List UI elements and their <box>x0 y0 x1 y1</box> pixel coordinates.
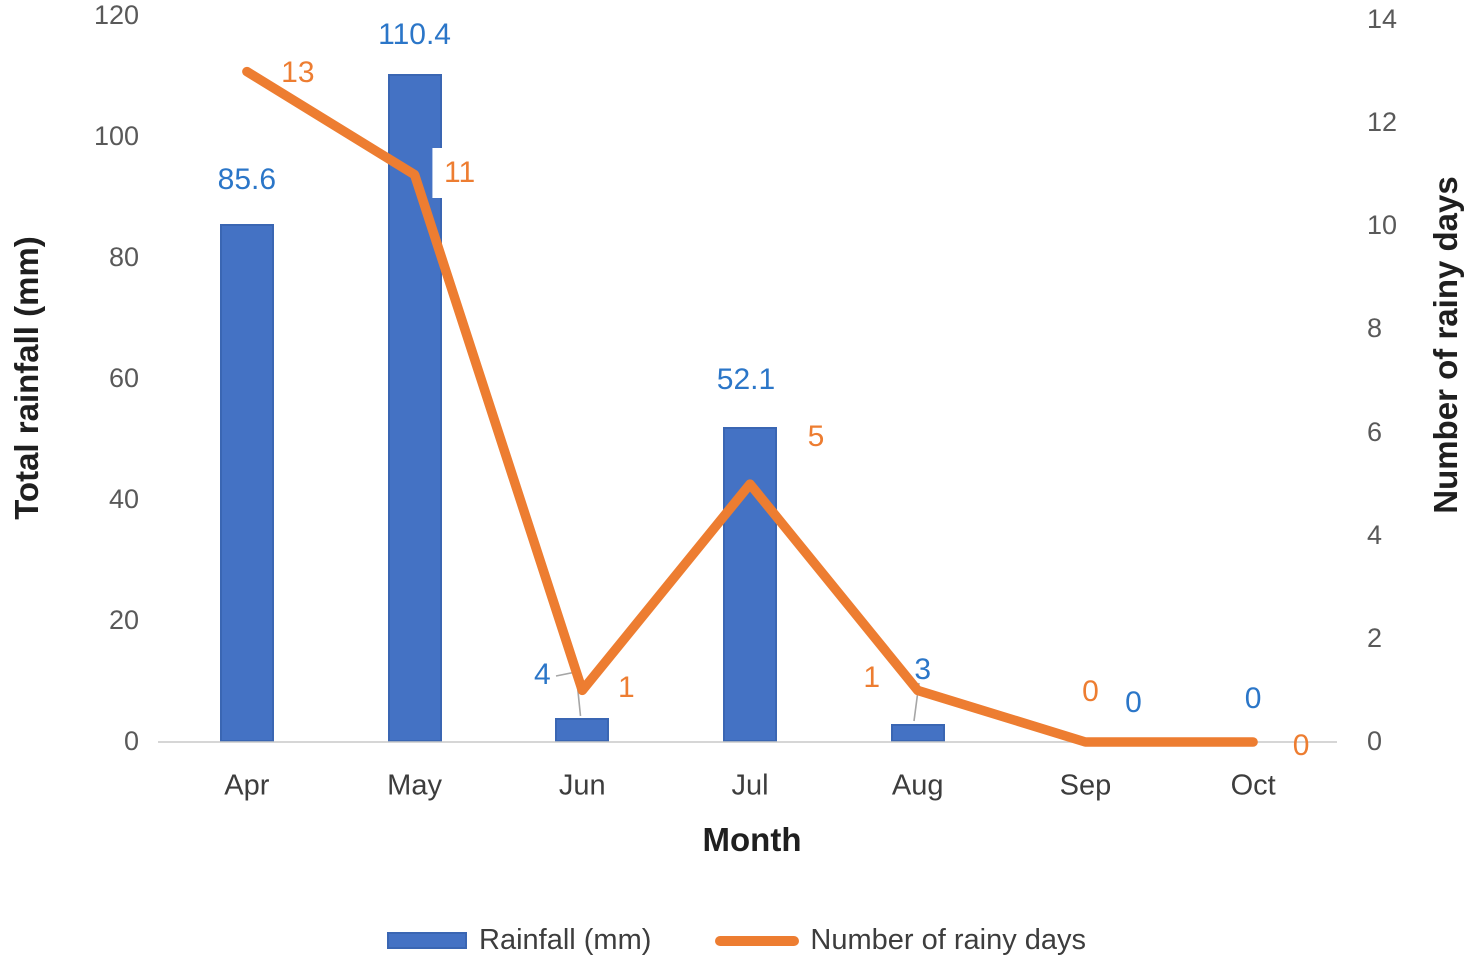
rainy-days-value-label: 0 <box>1082 675 1099 708</box>
rainfall-value-label: 85.6 <box>217 163 277 197</box>
rainfall-bar-apr <box>219 224 274 742</box>
legend-item-rainfall: Rainfall (mm) <box>387 924 651 957</box>
rainy-days-value-label: 5 <box>807 420 825 454</box>
right-axis-tick: 6 <box>1367 416 1383 447</box>
x-axis-label-apr: Apr <box>224 769 270 802</box>
rainfall-value-label: 52.1 <box>716 362 776 396</box>
x-axis-label-oct: Oct <box>1230 769 1276 802</box>
left-axis-tick: 100 <box>93 120 139 151</box>
rainy-days-value-label: 1 <box>863 661 881 695</box>
rainy-days-line <box>242 66 1258 747</box>
legend-label: Number of rainy days <box>810 924 1087 956</box>
legend-line-swatch <box>715 935 800 946</box>
rainy-days-value-label: 11 <box>431 147 488 198</box>
rainfall-bar-jun <box>555 717 610 742</box>
x-axis-label-jul: Jul <box>731 769 769 802</box>
left-axis-tick: 60 <box>108 362 139 393</box>
x-axis-label-jun: Jun <box>558 769 606 802</box>
left-axis-tick: 80 <box>108 241 139 272</box>
x-axis-label-may: May <box>387 769 442 802</box>
right-axis-tick: 14 <box>1367 3 1398 34</box>
legend-item-rainy-days: Number of rainy days <box>715 924 1086 957</box>
rainy-days-value-label: 13 <box>281 55 315 89</box>
left-axis-tick: 40 <box>108 483 139 514</box>
rainfall-value-label: 110.4 <box>378 18 451 52</box>
x-axis-title: Month <box>702 821 802 858</box>
right-axis-tick: 12 <box>1367 107 1398 138</box>
right-axis-tick: 0 <box>1367 725 1383 756</box>
legend-bar-swatch <box>387 932 467 949</box>
rainy-days-value-label: 0 <box>1292 729 1310 762</box>
rainfall-bar-jul <box>723 426 777 742</box>
left-axis-tick: 0 <box>123 725 139 756</box>
rainfall-value-label: 4 <box>533 657 551 691</box>
x-axis-label-aug: Aug <box>891 769 944 802</box>
right-axis-tick: 8 <box>1367 313 1383 344</box>
rainy-days-value-label: 1 <box>617 671 635 705</box>
rainfall-value-label: 0 <box>1125 686 1142 719</box>
rainfall-bar-aug <box>890 723 945 742</box>
rainfall-value-label: 0 <box>1244 682 1262 715</box>
legend-label: Rainfall (mm) <box>479 924 652 956</box>
right-axis-tick: 4 <box>1367 519 1383 550</box>
legend: Rainfall (mm) Number of rainy days <box>387 924 1086 957</box>
left-axis-tick: 120 <box>93 0 139 30</box>
right-axis-tick: 2 <box>1367 622 1383 653</box>
right-axis-tick: 10 <box>1367 210 1398 241</box>
x-axis-label-sep: Sep <box>1059 769 1112 802</box>
rainfall-value-label: 3 <box>914 652 932 686</box>
left-axis-tick: 20 <box>108 604 139 635</box>
